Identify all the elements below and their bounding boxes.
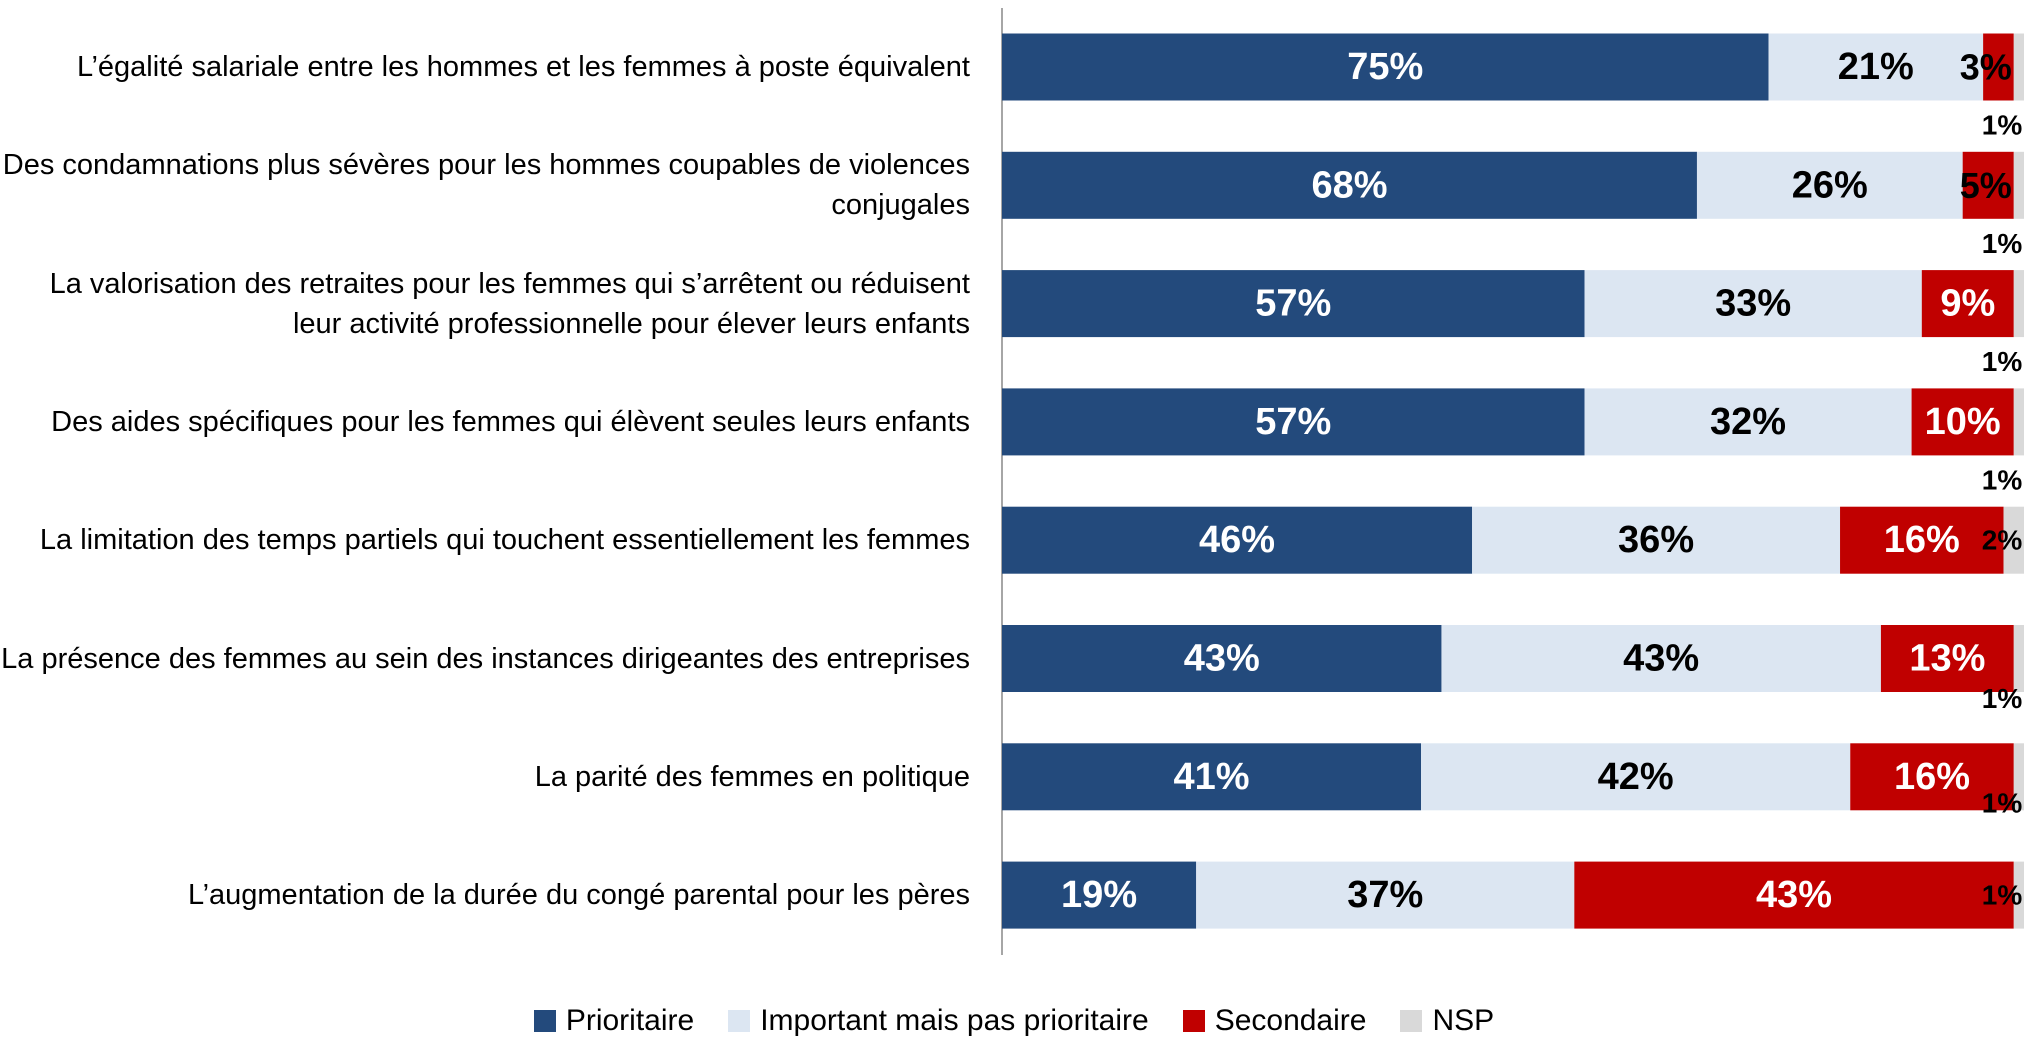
bar-segment bbox=[1768, 33, 1984, 101]
legend-swatch bbox=[1400, 1010, 1423, 1032]
data-label: 2% bbox=[1982, 525, 2023, 556]
data-label: 1% bbox=[1982, 346, 2023, 377]
legend-swatch bbox=[533, 1010, 556, 1032]
data-label: 1% bbox=[1982, 228, 2023, 259]
data-label: 43% bbox=[1756, 874, 1832, 916]
data-label: 1% bbox=[1982, 110, 2023, 141]
bar-segment bbox=[1983, 33, 2014, 101]
legend-item: Prioritaire bbox=[533, 1004, 695, 1038]
legend-label: NSP bbox=[1432, 1004, 1495, 1037]
bar-segment bbox=[1002, 625, 1442, 692]
data-label: 1% bbox=[1982, 787, 2023, 818]
data-label: 57% bbox=[1255, 283, 1331, 325]
data-label: 16% bbox=[1894, 756, 1970, 798]
legend-swatch bbox=[1182, 1010, 1205, 1032]
data-label: 5% bbox=[1960, 165, 2012, 206]
data-label: 41% bbox=[1173, 756, 1249, 798]
legend-label: Secondaire bbox=[1214, 1004, 1367, 1037]
bar-segment bbox=[2013, 151, 2024, 219]
legend-label: Prioritaire bbox=[565, 1004, 695, 1037]
bar-segment bbox=[1002, 743, 1422, 811]
data-label: 75% bbox=[1347, 46, 1423, 88]
data-label: 42% bbox=[1598, 756, 1674, 798]
data-label: 16% bbox=[1884, 519, 1960, 561]
category-label: L’augmentation de la durée du congé pare… bbox=[188, 879, 970, 912]
bar-segment bbox=[1584, 270, 1922, 338]
bar-segment bbox=[1840, 506, 2004, 574]
legend: Prioritaire Important mais pas prioritair… bbox=[0, 1004, 2028, 1038]
data-label: 33% bbox=[1715, 283, 1791, 325]
data-label: 3% bbox=[1960, 47, 2012, 88]
bar-segment bbox=[2013, 743, 2024, 811]
category-label: La limitation des temps partiels qui tou… bbox=[39, 524, 970, 557]
bar-segment bbox=[1196, 861, 1575, 929]
legend-swatch bbox=[728, 1010, 751, 1032]
bar-segment bbox=[1002, 506, 1473, 574]
bar-segment bbox=[2013, 861, 2024, 929]
bar-segment bbox=[2003, 506, 2024, 574]
bar-segment bbox=[1002, 270, 1585, 338]
bar-segment bbox=[1911, 388, 2014, 456]
data-label: 46% bbox=[1199, 519, 1275, 561]
bar-segment bbox=[1574, 861, 2014, 929]
category-label: Des aides spécifiques pour les femmes qu… bbox=[51, 405, 970, 438]
bar-segment bbox=[1002, 151, 1697, 219]
bar-segment bbox=[1441, 625, 1881, 692]
category-label: La parité des femmes en politique bbox=[534, 760, 970, 793]
bar-segment bbox=[1472, 506, 1841, 574]
bar-segment bbox=[1921, 270, 2014, 338]
data-label: 10% bbox=[1925, 401, 2001, 443]
data-label: 37% bbox=[1347, 874, 1423, 916]
data-label: 1% bbox=[1982, 880, 2023, 911]
legend-item: Secondaire bbox=[1182, 1004, 1367, 1038]
legend-label: Important mais pas prioritaire bbox=[760, 1004, 1149, 1037]
legend-item: Important mais pas prioritaire bbox=[728, 1004, 1149, 1038]
data-label: 68% bbox=[1311, 164, 1387, 206]
category-label: La valorisation des retraites pour les f… bbox=[49, 267, 970, 340]
bar-segment bbox=[1880, 625, 2014, 692]
bar-segment bbox=[1421, 743, 1851, 811]
category-label: L’égalité salariale entre les hommes et … bbox=[76, 51, 970, 83]
data-label: 1% bbox=[1982, 683, 2023, 714]
bar-segment bbox=[1962, 151, 2014, 219]
bar-segment bbox=[2013, 33, 2024, 101]
bar-segment bbox=[1696, 151, 1963, 219]
bar-segment bbox=[1002, 861, 1197, 929]
data-label: 32% bbox=[1710, 401, 1786, 443]
data-label: 43% bbox=[1623, 638, 1699, 680]
data-label: 1% bbox=[1982, 464, 2023, 495]
bar-segment bbox=[2013, 270, 2024, 338]
data-label: 19% bbox=[1061, 874, 1137, 916]
category-label: Des condamnations plus sévères pour les … bbox=[2, 149, 970, 222]
data-label: 13% bbox=[1909, 638, 1985, 680]
data-label: 26% bbox=[1792, 164, 1868, 206]
data-label: 36% bbox=[1618, 519, 1694, 561]
category-label: La présence des femmes au sein des insta… bbox=[1, 642, 970, 675]
bar-segment bbox=[1002, 388, 1585, 456]
legend-item: NSP bbox=[1400, 1004, 1494, 1038]
bar-segment bbox=[1850, 743, 2014, 811]
bar-segment bbox=[2013, 388, 2024, 456]
data-label: 9% bbox=[1940, 283, 1995, 325]
bar-segment bbox=[2013, 625, 2024, 692]
bar-segment bbox=[1002, 33, 1769, 101]
bar-segment bbox=[1584, 388, 1912, 456]
data-label: 57% bbox=[1255, 401, 1331, 443]
data-label: 43% bbox=[1184, 638, 1260, 680]
data-label: 21% bbox=[1838, 46, 1914, 88]
